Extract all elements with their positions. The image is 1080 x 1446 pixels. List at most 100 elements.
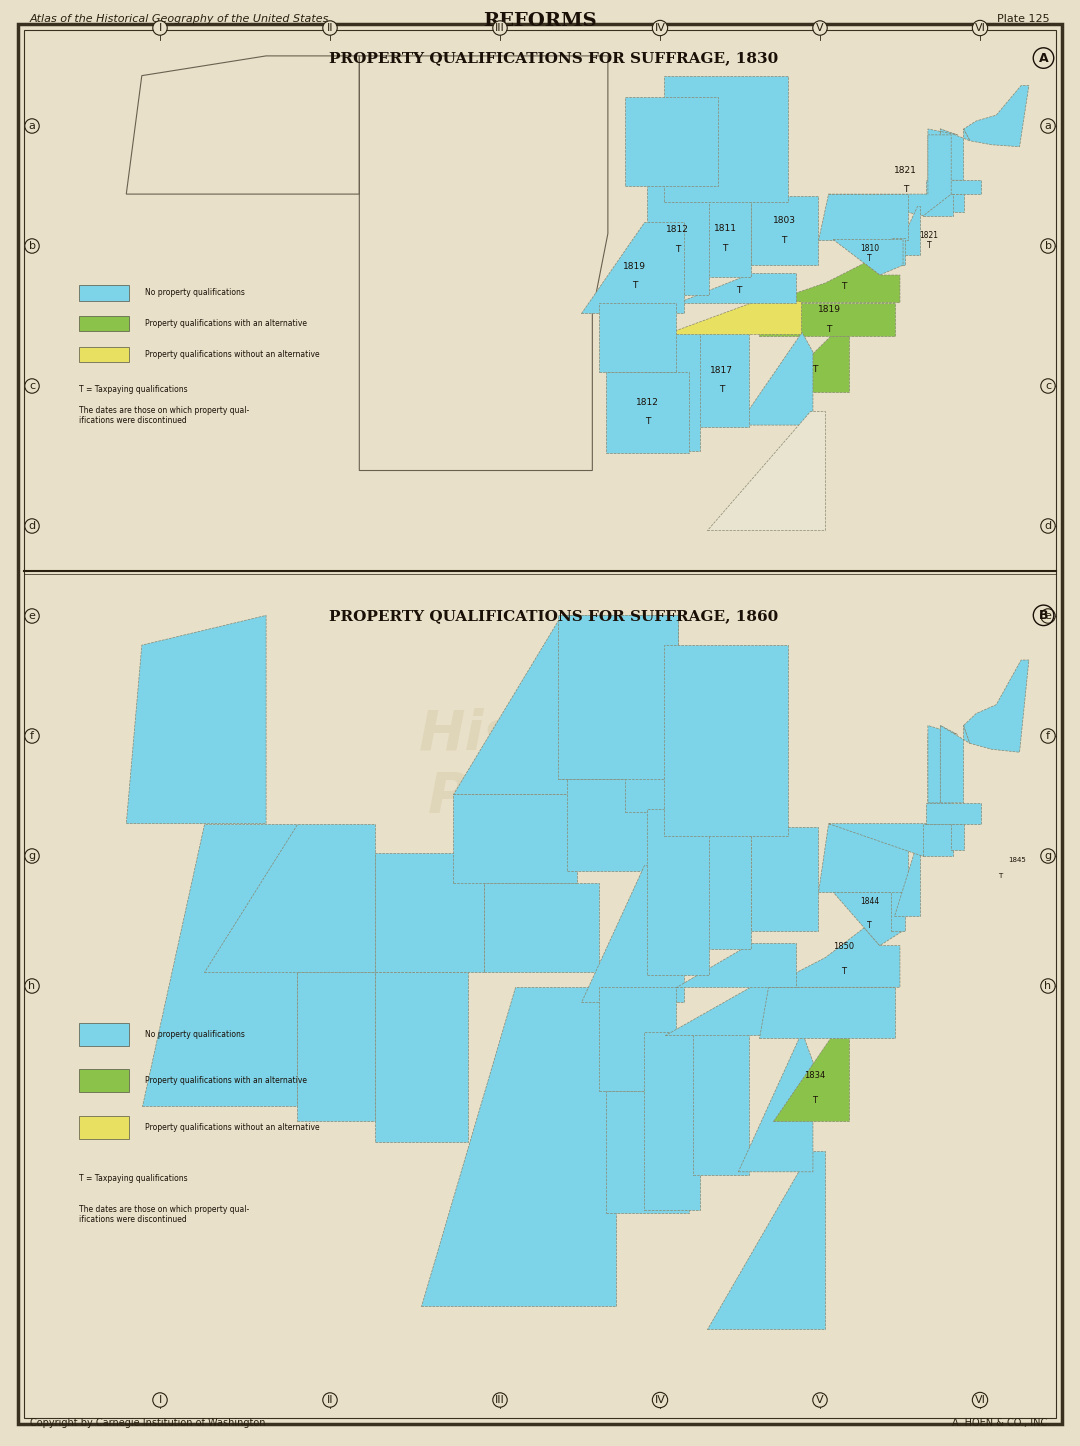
Text: g: g (1044, 852, 1052, 860)
Text: h: h (28, 980, 36, 991)
Polygon shape (772, 337, 849, 392)
Text: A. HOEN & CO., INC.: A. HOEN & CO., INC. (951, 1419, 1050, 1429)
Text: T: T (841, 966, 846, 976)
Text: T = Taxpaying qualifications: T = Taxpaying qualifications (79, 1174, 188, 1183)
Text: No property qualifications: No property qualifications (145, 288, 244, 298)
Polygon shape (375, 853, 484, 972)
Polygon shape (927, 181, 981, 194)
Text: IV: IV (654, 23, 665, 33)
Text: h: h (1044, 980, 1052, 991)
Polygon shape (598, 988, 676, 1092)
Text: IV: IV (654, 1395, 665, 1406)
Text: T: T (723, 244, 728, 253)
Text: T: T (826, 324, 832, 334)
Polygon shape (204, 824, 375, 972)
Text: II: II (327, 23, 334, 33)
Polygon shape (700, 833, 751, 949)
Polygon shape (951, 824, 963, 850)
Polygon shape (739, 333, 813, 425)
Text: 1810: 1810 (860, 244, 879, 253)
Text: T: T (927, 241, 931, 250)
Polygon shape (707, 411, 825, 529)
Text: T: T (632, 282, 637, 291)
Polygon shape (421, 988, 616, 1306)
Text: T: T (645, 418, 650, 427)
Text: The dates are those on which property qual-
ifications were discontinued: The dates are those on which property qu… (79, 406, 249, 425)
Text: I: I (159, 23, 162, 33)
Polygon shape (927, 803, 981, 824)
Polygon shape (453, 616, 577, 794)
Polygon shape (833, 240, 903, 275)
Text: 1812: 1812 (666, 226, 689, 234)
Polygon shape (818, 824, 907, 892)
Polygon shape (647, 808, 708, 976)
Text: d: d (28, 521, 36, 531)
Polygon shape (751, 197, 818, 265)
Text: b: b (28, 241, 36, 252)
Text: c: c (1045, 380, 1051, 390)
Text: g: g (28, 852, 36, 860)
Polygon shape (707, 1151, 825, 1329)
Text: No property qualifications: No property qualifications (145, 1030, 244, 1038)
Text: T: T (841, 282, 847, 291)
Text: B: B (1039, 609, 1049, 622)
Text: 1811: 1811 (714, 224, 737, 233)
Text: a: a (28, 121, 36, 132)
Polygon shape (625, 678, 718, 811)
Text: Historic
Pictura: Historic Pictura (419, 707, 661, 824)
Text: II: II (327, 1395, 334, 1406)
Text: 1803: 1803 (772, 217, 796, 226)
Polygon shape (567, 779, 669, 872)
Text: III: III (495, 23, 504, 33)
Polygon shape (664, 645, 788, 836)
Text: Property qualifications with an alternative: Property qualifications with an alternat… (145, 320, 307, 328)
Text: 1821: 1821 (894, 166, 917, 175)
Text: PROPERTY QUALIFICATIONS FOR SUFFRAGE, 1830: PROPERTY QUALIFICATIONS FOR SUFFRAGE, 18… (329, 52, 778, 65)
Polygon shape (453, 794, 577, 884)
Polygon shape (665, 985, 800, 1035)
Text: T: T (998, 873, 1002, 879)
Polygon shape (751, 827, 818, 931)
Polygon shape (828, 735, 951, 856)
Polygon shape (818, 194, 907, 240)
Polygon shape (126, 616, 266, 824)
Polygon shape (644, 1032, 700, 1210)
Polygon shape (558, 616, 678, 779)
Text: T = Taxpaying qualifications: T = Taxpaying qualifications (79, 385, 188, 395)
Text: V: V (816, 23, 824, 33)
Text: a: a (1044, 121, 1052, 132)
Text: f: f (1047, 732, 1050, 740)
Text: c: c (29, 380, 35, 390)
Polygon shape (297, 972, 375, 1121)
Text: 1821: 1821 (920, 231, 939, 240)
Polygon shape (562, 616, 678, 779)
Polygon shape (772, 1038, 849, 1121)
Bar (79, 347, 130, 362)
Polygon shape (928, 726, 958, 803)
Polygon shape (739, 1032, 813, 1171)
Text: I: I (159, 1395, 162, 1406)
Bar (79, 285, 130, 301)
Text: 1812: 1812 (636, 398, 659, 408)
Text: d: d (1044, 521, 1052, 531)
Bar (79, 315, 130, 331)
Text: The dates are those on which property qual-
ifications were discontinued: The dates are those on which property qu… (79, 1205, 249, 1223)
Polygon shape (963, 85, 1029, 146)
Polygon shape (647, 184, 708, 295)
Text: T: T (812, 1096, 816, 1105)
Polygon shape (828, 134, 951, 215)
Text: 1819: 1819 (623, 262, 647, 270)
Bar (79, 1022, 130, 1045)
Polygon shape (644, 333, 700, 451)
Polygon shape (891, 237, 905, 265)
Polygon shape (606, 1092, 689, 1213)
Polygon shape (606, 372, 689, 453)
Polygon shape (676, 943, 796, 988)
Polygon shape (891, 889, 905, 931)
Text: REFORMS: REFORMS (483, 12, 597, 30)
Text: T: T (903, 185, 908, 194)
Text: A: A (1039, 52, 1049, 65)
Text: e: e (28, 612, 36, 620)
Text: 1844: 1844 (860, 897, 879, 905)
Text: f: f (30, 732, 33, 740)
